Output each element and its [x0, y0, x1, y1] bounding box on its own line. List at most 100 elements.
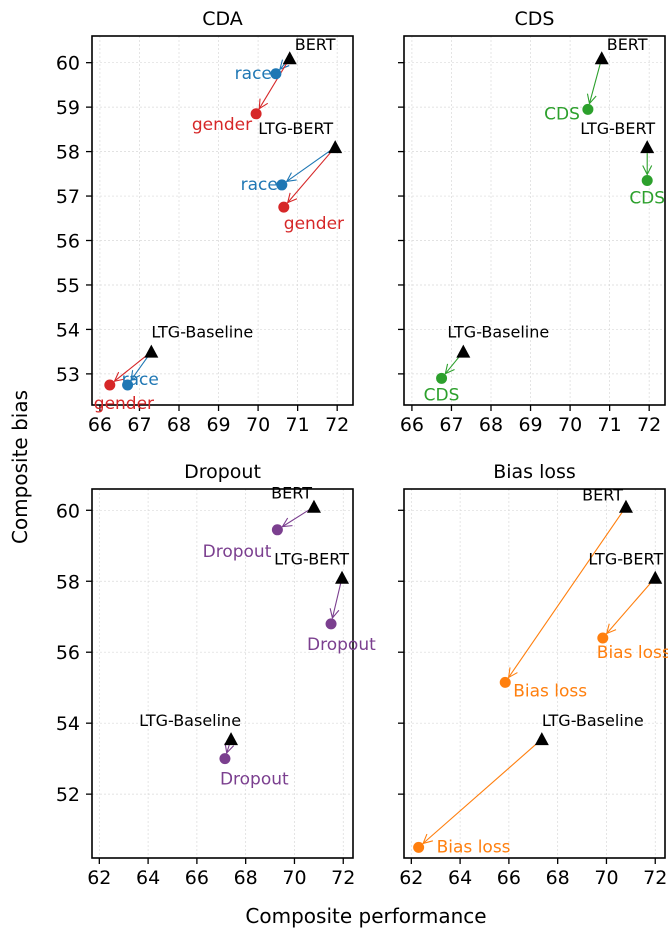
shift-arrow [508, 511, 624, 678]
debiased-label: race [235, 64, 272, 84]
arrow-head [444, 363, 455, 375]
panel-title: Dropout [184, 461, 261, 483]
debiased-label: Bias loss [513, 681, 587, 701]
x-tick-label: 68 [167, 414, 191, 436]
y-tick-label: 59 [56, 97, 80, 119]
arrow-head [285, 172, 297, 183]
plot-frame [403, 35, 666, 406]
base-model-label: BERT [295, 35, 336, 54]
debiased-point [325, 618, 337, 630]
arrow-head [586, 93, 597, 105]
x-tick-label: 62 [399, 867, 423, 889]
base-model-label: LTG-BERT [580, 119, 655, 138]
debiased-point [250, 108, 262, 120]
debiased-point [271, 524, 283, 536]
base-model-label: LTG-Baseline [447, 323, 549, 342]
base-model-marker [335, 570, 350, 584]
x-tick-label: 72 [325, 414, 349, 436]
base-model-label: LTG-BERT [258, 119, 333, 138]
panel-title: CDS [515, 8, 555, 30]
arrow-head [605, 623, 617, 635]
shift-arrow [287, 151, 332, 203]
panel-title: CDA [202, 8, 243, 30]
x-tick-label: 69 [518, 414, 542, 436]
shift-arrow [226, 744, 230, 754]
base-model-marker [282, 51, 297, 65]
x-tick-label: 72 [637, 414, 661, 436]
x-tick-label: 67 [439, 414, 463, 436]
debiased-label: race [122, 370, 159, 390]
y-tick-label: 54 [56, 319, 80, 341]
panel-2: 62 64 66 68 70 72 52 54 56 58 60 Dropout BERT LTG-BER… [56, 461, 376, 889]
debiased-label: gender [284, 214, 344, 234]
x-tick-label: 67 [127, 414, 151, 436]
debiased-label: gender [192, 115, 252, 135]
x-tick-label: 71 [598, 414, 622, 436]
x-tick-label: 68 [234, 867, 258, 889]
x-tick-label: 62 [87, 867, 111, 889]
plot-frame [91, 488, 354, 859]
arrow-head [130, 370, 141, 382]
y-tick-label: 58 [56, 571, 80, 593]
debiased-label: Dropout [307, 635, 376, 655]
x-tick-label: 66 [497, 867, 521, 889]
panel-title: Bias loss [493, 461, 576, 483]
shift-arrow [286, 150, 331, 182]
debiased-label: Dropout [203, 542, 272, 562]
plot-frame [403, 488, 666, 859]
x-tick-label: 69 [206, 414, 230, 436]
y-tick-label: 56 [56, 231, 80, 253]
arrow-head [286, 192, 298, 204]
arrow-head [329, 608, 340, 620]
base-model-marker [144, 344, 159, 358]
y-tick-label: 58 [56, 142, 80, 164]
x-tick-label: 72 [643, 867, 667, 889]
shift-arrow [282, 509, 310, 528]
x-tick-label: 70 [246, 414, 270, 436]
base-model-marker [224, 732, 239, 746]
y-tick-label: 52 [56, 784, 80, 806]
debiased-point [436, 372, 448, 384]
x-axis-label: Composite performance [245, 904, 486, 928]
debiased-point [582, 103, 594, 115]
shift-arrow [130, 356, 149, 381]
base-model-label: LTG-Baseline [151, 323, 253, 342]
base-model-marker [534, 732, 549, 746]
x-tick-label: 71 [286, 414, 310, 436]
base-model-label: LTG-Baseline [542, 711, 644, 730]
base-model-marker [648, 570, 663, 584]
plot-frame [91, 35, 354, 406]
base-model-marker [306, 499, 321, 513]
x-tick-label: 70 [558, 414, 582, 436]
debiased-label: race [241, 175, 278, 195]
shift-arrow [331, 583, 342, 619]
base-model-label: LTG-BERT [588, 550, 663, 569]
shift-arrow [422, 742, 538, 844]
y-tick-label: 56 [56, 642, 80, 664]
y-tick-label: 57 [56, 186, 80, 208]
base-model-label: LTG-BERT [274, 550, 349, 569]
base-model-marker [618, 499, 633, 513]
x-tick-label: 66 [88, 414, 112, 436]
y-axis-label: Composite bias [8, 390, 32, 544]
base-model-label: BERT [607, 35, 648, 54]
panel-1: 66 67 68 69 70 71 72 CDS BERT LTG-BERT LTG-Baselin… [398, 8, 666, 436]
debiased-point [413, 841, 425, 853]
debiased-point [641, 174, 653, 186]
debiased-point [219, 753, 231, 765]
arrow-head [224, 742, 235, 755]
debiased-label: Bias loss [597, 643, 668, 663]
shift-arrow [444, 355, 460, 375]
y-tick-label: 55 [56, 275, 80, 297]
shift-arrow [588, 63, 601, 104]
x-tick-label: 72 [331, 867, 355, 889]
arrow-head [258, 98, 269, 110]
y-tick-label: 60 [56, 53, 80, 75]
x-tick-label: 70 [594, 867, 618, 889]
debiased-point [276, 179, 288, 191]
x-tick-label: 64 [448, 867, 472, 889]
base-model-label: LTG-Baseline [139, 711, 241, 730]
y-tick-label: 53 [56, 364, 80, 386]
debiased-label: CDS [544, 104, 580, 124]
base-model-label: BERT [271, 484, 312, 503]
